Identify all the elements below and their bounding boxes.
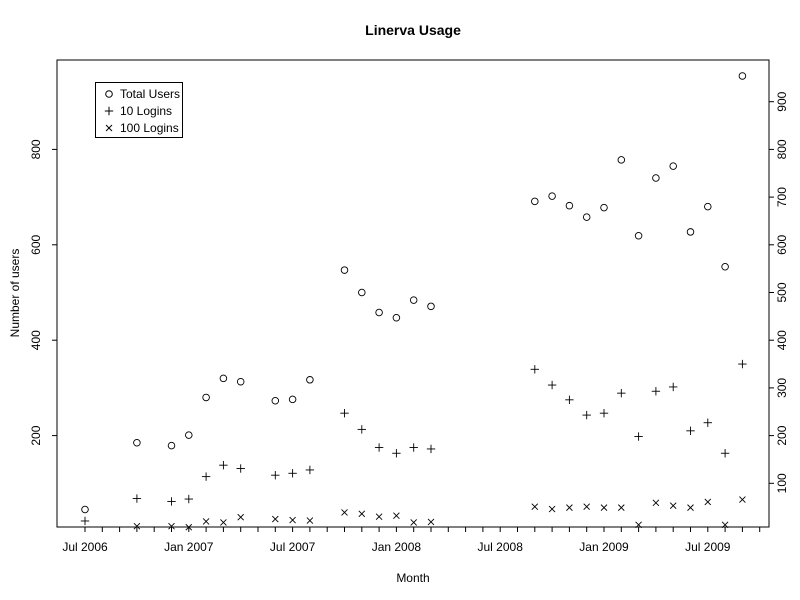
data-point-x: [687, 504, 694, 511]
y-tick-label-left: 600: [29, 234, 43, 254]
data-point-x: [202, 518, 210, 525]
data-point-x: [600, 504, 608, 511]
data-point-x: [548, 505, 556, 513]
data-point-x: [220, 519, 227, 526]
legend-label: 10 Logins: [120, 103, 173, 118]
data-point-circle: [202, 393, 210, 402]
data-point-circle: [219, 374, 228, 383]
x-tick-label: Jan 2008: [372, 540, 422, 554]
data-point-circle: [686, 228, 695, 236]
x-tick-label: Jul 2006: [62, 540, 108, 554]
legend-item-total-users: Total Users: [102, 85, 182, 102]
x-axis-label: Month: [396, 571, 430, 585]
data-point-circle: [81, 505, 89, 514]
legend-label: 100 Logins: [120, 120, 179, 135]
data-point-x: [271, 515, 279, 523]
data-point-x: [427, 518, 435, 526]
y-tick-label-right: 900: [775, 91, 789, 111]
data-point-x: [531, 503, 539, 510]
data-point-circle: [427, 302, 435, 311]
legend: Total Users 10 Logins 100 Logins: [95, 82, 183, 138]
data-point-circle: [548, 192, 556, 200]
data-point-circle: [652, 174, 660, 182]
x-tick-label: Jan 2009: [579, 540, 629, 554]
y-axis-label: Number of users: [8, 248, 22, 338]
x-tick-label: Jan 2007: [164, 540, 214, 554]
data-point-circle: [271, 397, 280, 405]
y-tick-label-right: 200: [775, 425, 789, 445]
data-point-circle: [704, 202, 712, 211]
y-tick-label-right: 100: [775, 473, 789, 493]
y-tick-label-left: 800: [29, 139, 43, 159]
legend-item-10-logins: 10 Logins: [102, 102, 182, 119]
data-point-circle: [392, 314, 401, 322]
data-point-x: [635, 521, 642, 529]
y-tick-label-right: 800: [775, 139, 789, 159]
y-tick-label-left: 400: [29, 330, 43, 350]
y-tick-label-left: 200: [29, 425, 43, 445]
y-tick-label-right: 600: [775, 234, 789, 254]
data-point-circle: [721, 262, 729, 271]
legend-label: Total Users: [120, 86, 181, 101]
data-point-circle: [185, 431, 193, 439]
data-point-x: [566, 504, 573, 511]
data-point-circle: [565, 201, 574, 210]
y-tick-label-right: 300: [775, 378, 789, 398]
data-point-x: [617, 504, 625, 511]
x-tick-label: Jul 2008: [478, 540, 524, 554]
data-point-x: [739, 496, 746, 503]
data-point-circle: [288, 395, 297, 404]
data-point-x: [704, 498, 712, 506]
y-tick-label-right: 400: [775, 330, 789, 350]
data-point-circle: [236, 377, 245, 386]
x-tick-label: Jul 2007: [270, 540, 316, 554]
data-point-circle: [634, 231, 643, 240]
data-point-x: [721, 521, 729, 529]
data-point-x: [185, 523, 193, 531]
data-point-circle: [600, 203, 608, 212]
legend-item-100-logins: 100 Logins: [102, 119, 182, 136]
plot-box: [56, 59, 770, 528]
data-point-circle: [617, 156, 626, 164]
data-point-x: [306, 517, 314, 524]
data-point-circle: [133, 439, 141, 447]
data-point-x: [652, 499, 660, 507]
data-point-x: [168, 522, 175, 530]
data-point-circle: [340, 266, 349, 274]
data-point-circle: [531, 197, 539, 206]
data-point-circle: [358, 288, 366, 297]
data-point-circle: [375, 308, 383, 317]
plus-symbol-icon: [104, 106, 114, 115]
y-tick-label-right: 500: [775, 282, 789, 302]
data-point-circle: [669, 162, 677, 170]
data-point-x: [583, 503, 591, 510]
x-symbol-icon: [105, 124, 113, 131]
data-point-x: [375, 513, 383, 521]
x-tick-label: Jul 2009: [685, 540, 731, 554]
circle-symbol-icon: [105, 89, 113, 98]
data-point-circle: [409, 296, 418, 304]
data-point-circle: [306, 376, 314, 384]
data-point-x: [237, 513, 245, 521]
data-point-x: [341, 509, 348, 516]
data-point-x: [393, 512, 400, 520]
data-point-x: [410, 519, 418, 526]
data-point-x: [133, 522, 141, 530]
data-point-circle: [167, 441, 176, 450]
data-point-circle: [582, 213, 591, 221]
y-tick-label-right: 700: [775, 187, 789, 207]
chart-title: Linerva Usage: [365, 22, 461, 38]
data-point-x: [669, 502, 677, 510]
data-point-x: [289, 516, 296, 524]
data-point-circle: [738, 72, 747, 80]
data-point-x: [358, 510, 366, 518]
